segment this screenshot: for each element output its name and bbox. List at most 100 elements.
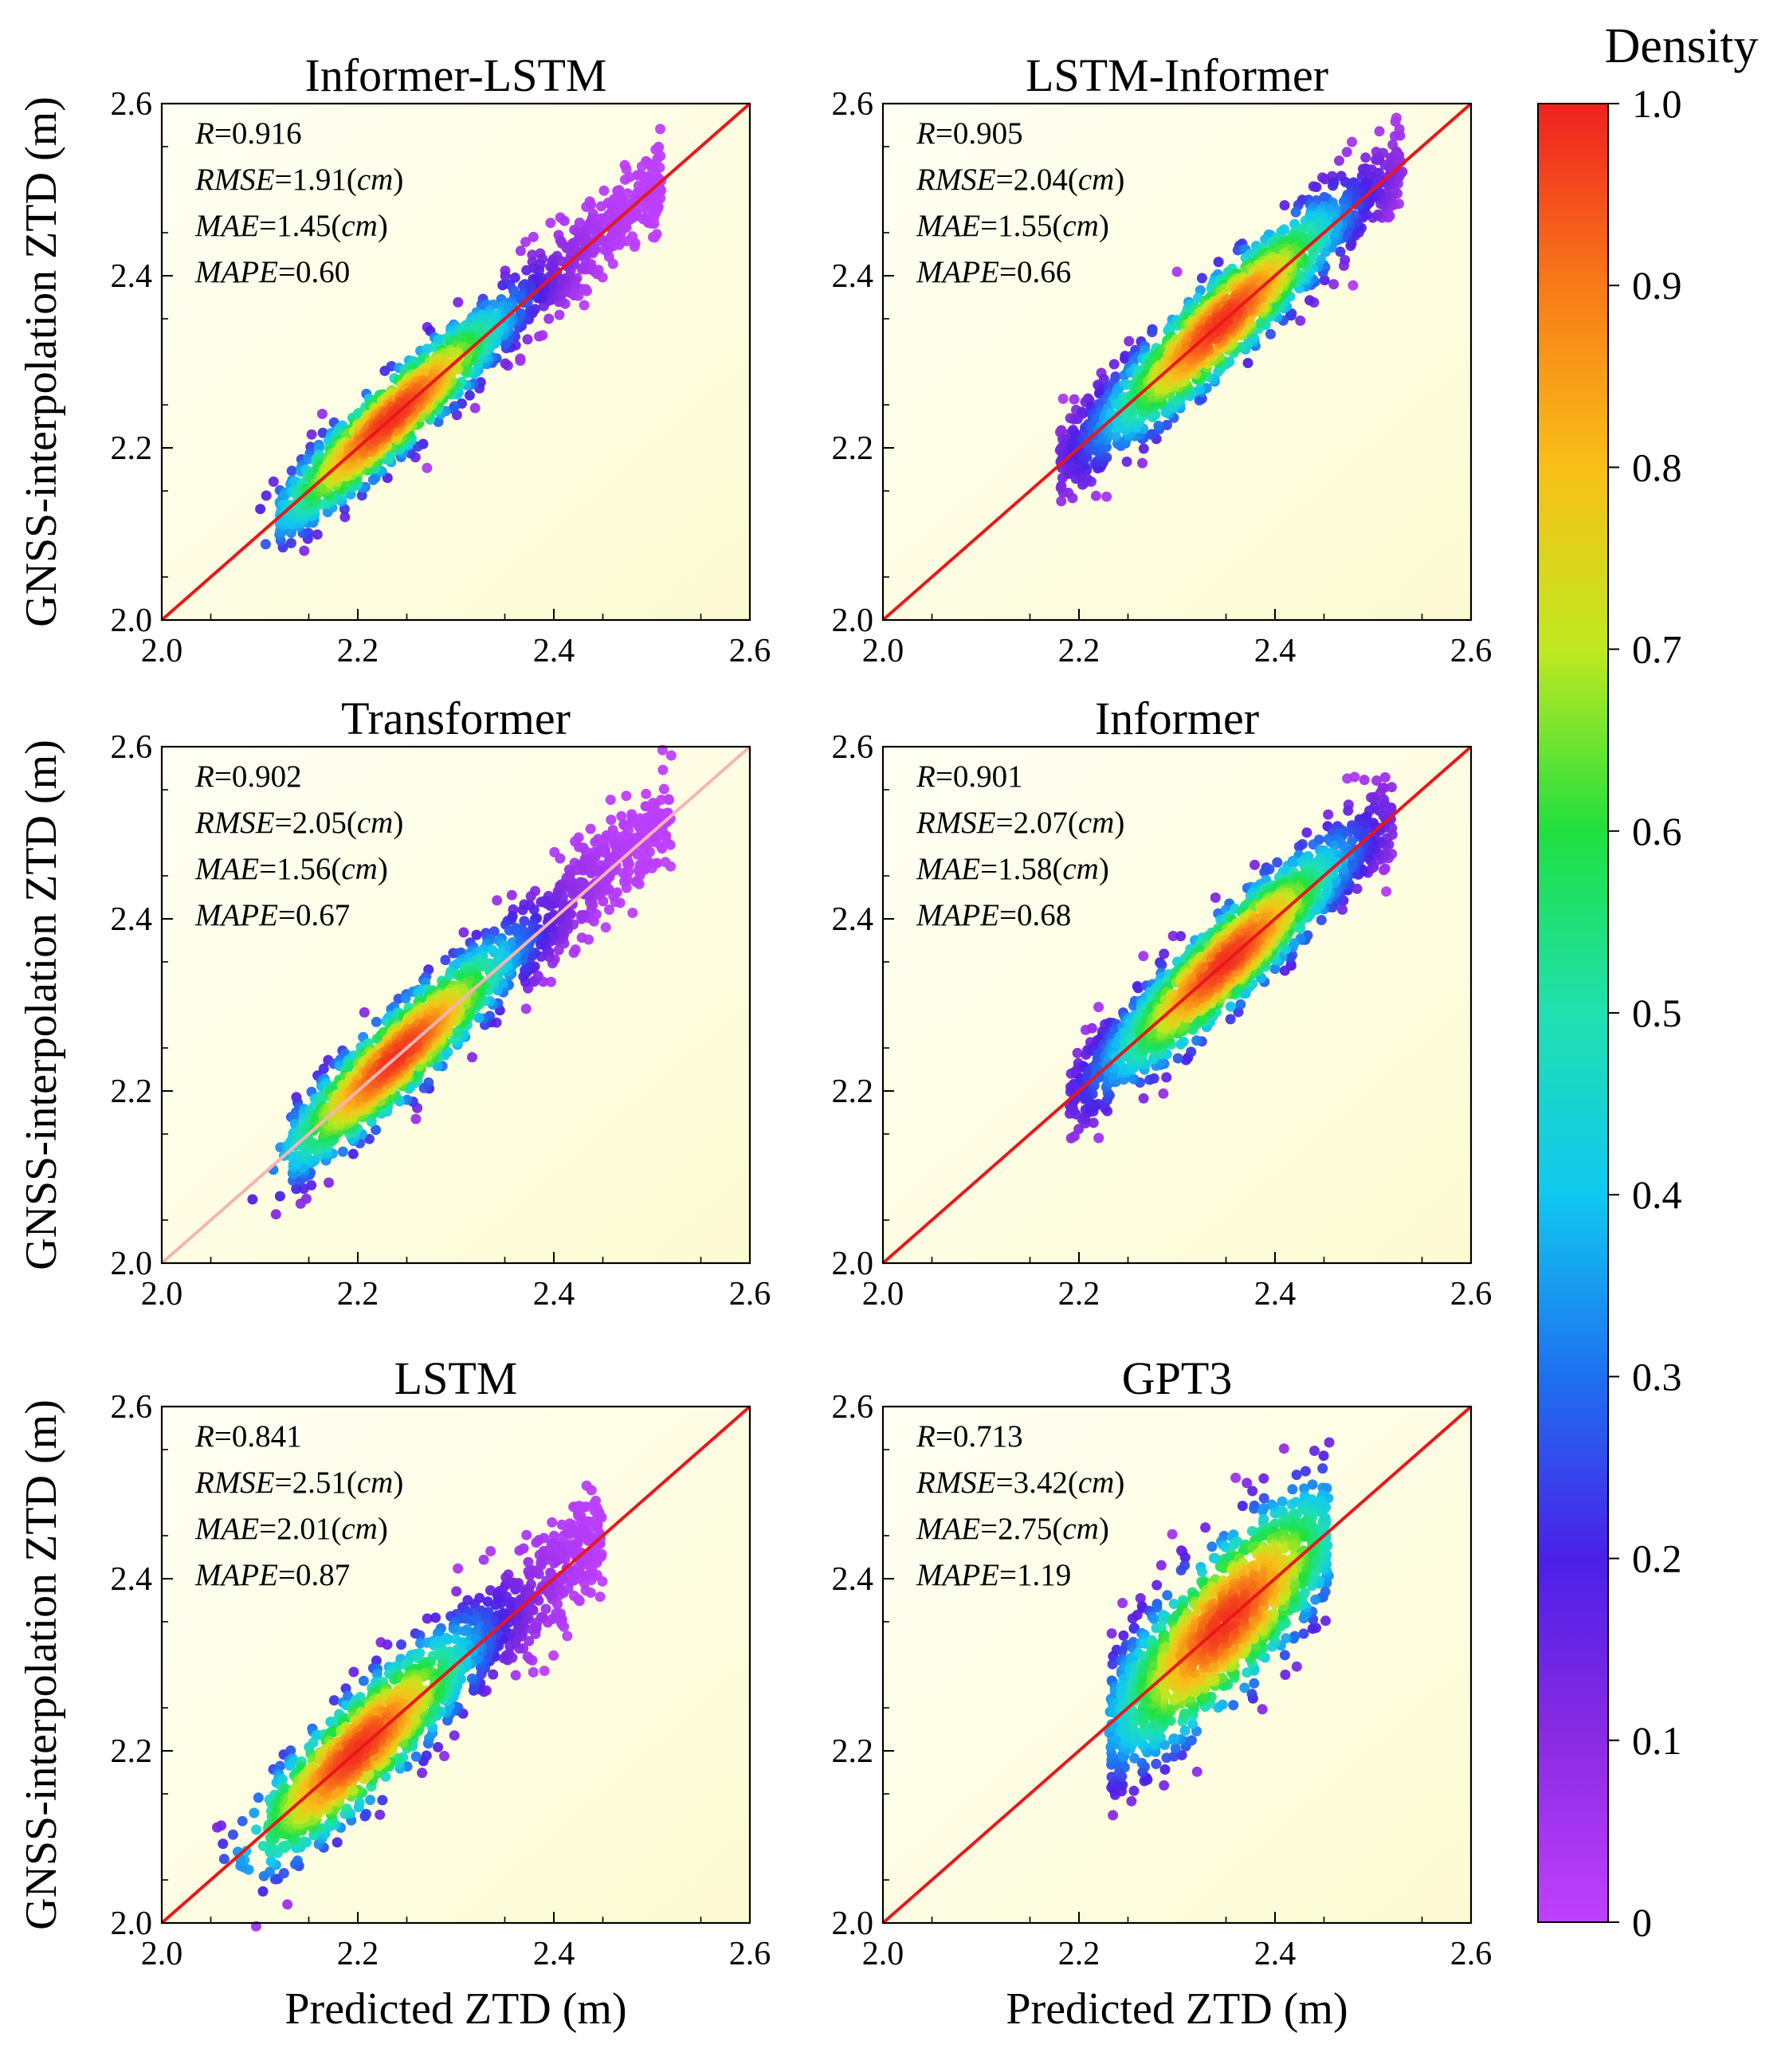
scatter-point	[665, 750, 677, 761]
scatter-point	[1343, 805, 1354, 816]
scatter-point	[1349, 771, 1360, 783]
scatter-point	[467, 1052, 477, 1063]
y-tick-label: 2.4	[111, 258, 153, 295]
scatter-point	[261, 490, 272, 501]
scatter-point	[274, 1191, 285, 1202]
scatter-point	[576, 264, 587, 275]
panel-title: Informer-LSTM	[305, 49, 607, 101]
scatter-point	[627, 908, 638, 918]
panel-title: LSTM-Informer	[1026, 49, 1328, 101]
scatter-point	[1093, 1132, 1104, 1144]
scatter-point	[553, 944, 564, 956]
stat-r: R=0.902	[194, 759, 302, 794]
stat-r: R=0.916	[194, 116, 302, 151]
scatter-point	[522, 334, 533, 345]
scatter-point	[621, 163, 632, 175]
scatter-point	[1161, 1072, 1172, 1083]
scatter-point	[1138, 951, 1149, 962]
scatter-point	[500, 270, 511, 281]
scatter-point	[337, 1146, 348, 1157]
scatter-point	[303, 453, 314, 465]
scatter-point	[1138, 1093, 1149, 1104]
scatter-point	[260, 539, 271, 550]
scatter-point	[1069, 394, 1080, 405]
scatter-point	[1121, 456, 1132, 467]
scatter-point	[1341, 147, 1352, 158]
y-tick-label: 2.6	[111, 729, 153, 766]
plot-frame	[160, 102, 751, 622]
y-axis-label: GNSS-interpolation ZTD (m)	[17, 740, 66, 1270]
scatter-point	[1279, 965, 1290, 976]
panel-title: Transformer	[341, 693, 571, 744]
y-axis-label: GNSS-interpolation ZTD (m)	[17, 96, 66, 627]
scatter-point	[1371, 155, 1383, 166]
y-tick-label: 2.4	[111, 901, 153, 938]
scatter-point	[1379, 771, 1391, 783]
scatter-point	[637, 161, 647, 172]
scatter-point	[306, 429, 317, 440]
y-tick-label: 2.2	[111, 1073, 153, 1110]
y-tick-label: 2.6	[832, 86, 874, 123]
scatter-point	[520, 1003, 532, 1014]
panel-informer: 2.02.02.22.22.42.42.62.6InformerR=0.901R…	[832, 693, 1493, 1313]
scatter-point	[1374, 126, 1385, 137]
scatter-point	[1319, 275, 1330, 286]
scatter-point	[458, 927, 469, 938]
x-tick-label: 2.4	[533, 1276, 575, 1313]
panel-informer-lstm: 2.02.02.22.22.42.42.62.6Informer-LSTMR=0…	[17, 49, 771, 669]
scatter-point	[1334, 155, 1344, 167]
scatter-point	[1072, 1047, 1083, 1058]
scatter-point	[506, 889, 517, 901]
axis-ticks: 2.02.02.22.22.42.42.62.6	[111, 86, 771, 669]
scatter-point	[576, 932, 587, 944]
y-tick-label: 2.4	[832, 258, 874, 295]
stat-mae: MAE=1.45(cm)	[194, 209, 388, 243]
panel-transformer: 2.02.02.22.22.42.42.62.6TransformerR=0.9…	[17, 693, 771, 1313]
scatter-point	[598, 244, 610, 255]
scatter-point	[464, 390, 475, 401]
scatter-point	[620, 174, 630, 185]
scatter-point	[538, 300, 549, 312]
x-tick-label: 2.0	[141, 633, 183, 669]
scatter-point	[1379, 865, 1389, 876]
scatter-points	[1054, 112, 1408, 507]
scatter-point	[1272, 857, 1283, 868]
scatter-point	[1386, 782, 1397, 793]
scatter-point	[1311, 182, 1322, 193]
stat-rmse: RMSE=2.04(cm)	[916, 163, 1124, 197]
scatter-point	[555, 853, 566, 864]
scatter-point	[1158, 1088, 1169, 1099]
scatter-point	[1172, 1053, 1183, 1064]
scatter-point	[1147, 327, 1158, 338]
scatter-point	[525, 891, 536, 902]
scatter-point	[339, 512, 351, 523]
scatter-point	[574, 218, 585, 228]
scatter-point	[1395, 130, 1406, 141]
scatter-point	[299, 545, 310, 556]
scatter-point	[324, 1177, 335, 1188]
y-tick-label: 2.6	[111, 86, 153, 123]
scatter-point	[1137, 457, 1148, 469]
x-tick-label: 2.6	[729, 1276, 771, 1313]
scatter-point	[581, 202, 592, 212]
scatter-point	[1093, 1002, 1104, 1013]
scatter-point	[453, 296, 464, 308]
scatter-point	[570, 944, 581, 956]
scatter-point	[600, 922, 611, 933]
y-tick-label: 2.0	[111, 1246, 153, 1282]
stat-mae: MAE=1.56(cm)	[194, 852, 388, 886]
scatter-points	[255, 124, 667, 556]
x-tick-label: 2.2	[337, 1276, 379, 1313]
scatter-point	[400, 993, 411, 1004]
scatter-point	[500, 358, 511, 369]
stats-block: R=0.916RMSE=1.91(cm)MAE=1.45(cm)MAPE=0.6…	[194, 116, 403, 289]
scatter-point	[1077, 408, 1089, 419]
scatter-point	[300, 1193, 312, 1204]
scatter-point	[312, 529, 323, 540]
scatter-point	[268, 476, 279, 487]
scatter-point	[270, 1209, 281, 1220]
scatter-point	[543, 313, 555, 324]
scatter-point	[534, 265, 545, 276]
scatter-point	[1153, 420, 1164, 431]
scatter-point	[1196, 273, 1207, 284]
